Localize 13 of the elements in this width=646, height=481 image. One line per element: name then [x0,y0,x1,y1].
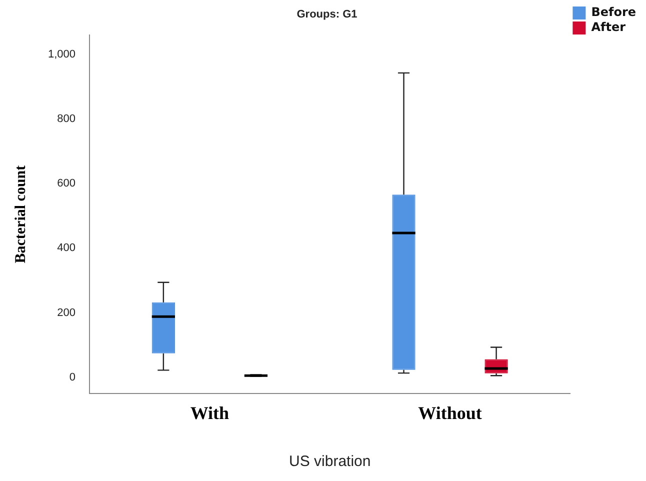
x-axis-title: US vibration [289,453,371,470]
y-tick-label: 200 [57,306,76,319]
chart-title: Groups: G1 [296,8,358,21]
y-tick-label: 1,000 [48,48,76,61]
y-tick-label: 600 [57,178,76,190]
legend-label: After [591,20,626,34]
x-tick-label: With [190,402,230,423]
y-tick-label: 400 [57,242,76,254]
legend-label: Before [591,5,636,20]
y-tick-label: 0 [69,371,76,384]
x-tick-label: Without [418,402,482,423]
y-tick-label: 800 [57,113,76,126]
y-axis-title: Bacterial count [12,165,29,264]
